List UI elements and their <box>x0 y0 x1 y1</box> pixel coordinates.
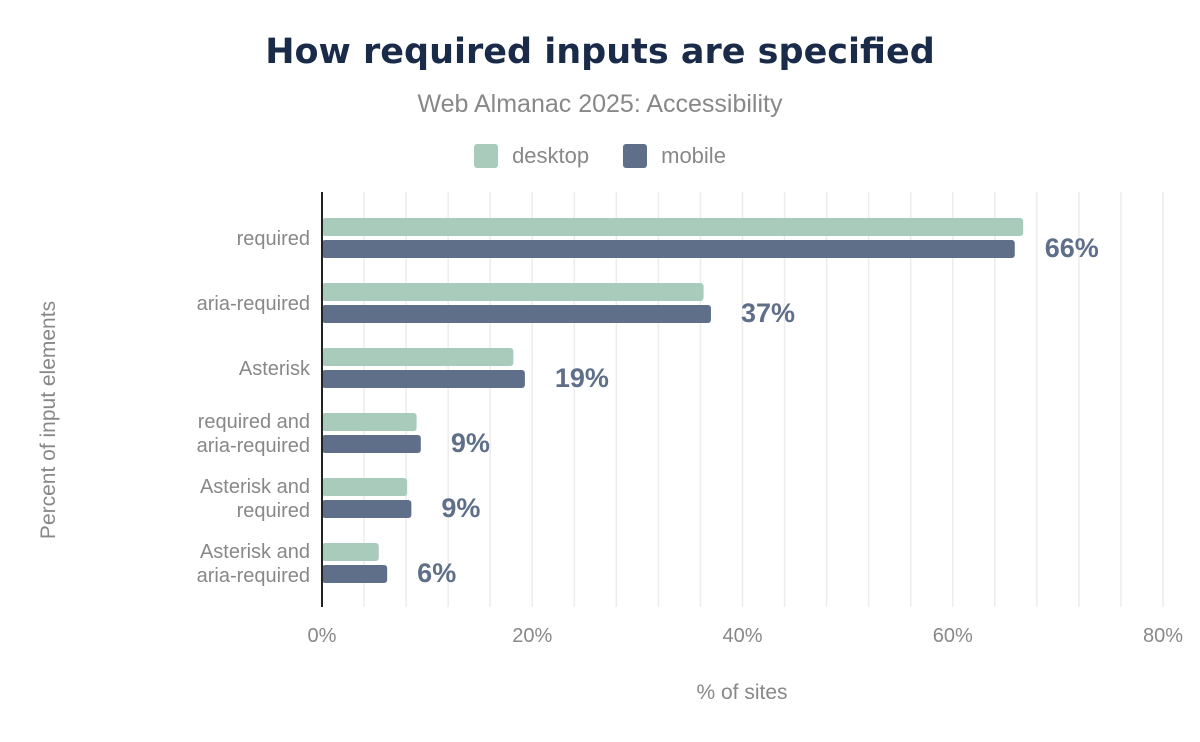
bar-mobile <box>322 565 388 583</box>
y-category-label: Asterisk and aria-required <box>197 541 310 587</box>
legend-swatch-desktop <box>474 144 499 168</box>
y-category-label: required <box>237 228 310 250</box>
legend-item-mobile[interactable]: mobile <box>623 143 726 169</box>
y-category-label: Asterisk <box>239 358 311 380</box>
bar-desktop <box>322 478 408 496</box>
y-category-label: aria-required <box>197 293 310 315</box>
x-tick-label: 20% <box>512 625 552 647</box>
x-axis-title: % of sites <box>696 681 787 704</box>
y-axis-title: Percent of input elements <box>37 301 60 539</box>
x-tick-label: 40% <box>722 625 762 647</box>
bar-mobile <box>322 370 525 388</box>
y-category-label: required and aria-required <box>197 411 310 457</box>
chart-subtitle: Web Almanac 2025: Accessibility <box>417 90 783 118</box>
data-label: 19% <box>555 363 609 393</box>
bar-mobile <box>322 240 1015 258</box>
bar-desktop <box>322 283 704 301</box>
legend-swatch-mobile <box>623 144 648 168</box>
legend-label: desktop <box>512 143 590 168</box>
x-tick-label: 0% <box>308 625 337 647</box>
legend: desktop mobile <box>0 143 1200 169</box>
data-label: 9% <box>441 493 480 523</box>
bar-desktop <box>322 543 379 561</box>
x-tick-label: 60% <box>933 625 973 647</box>
x-tick-label: 80% <box>1143 625 1183 647</box>
chart-title: How required inputs are specified <box>265 32 935 72</box>
bar-desktop <box>322 413 417 431</box>
legend-label: mobile <box>661 143 726 168</box>
legend-item-desktop[interactable]: desktop <box>474 143 589 169</box>
data-label: 37% <box>741 298 795 328</box>
bar-desktop <box>322 218 1024 236</box>
bar-desktop <box>322 348 514 366</box>
bar-mobile <box>322 435 421 453</box>
bar-mobile <box>322 500 412 518</box>
data-label: 6% <box>417 558 456 588</box>
data-label: 9% <box>451 428 490 458</box>
bar-mobile <box>322 305 711 323</box>
y-category-label: Asterisk and required <box>200 476 310 522</box>
data-label: 66% <box>1045 233 1099 263</box>
